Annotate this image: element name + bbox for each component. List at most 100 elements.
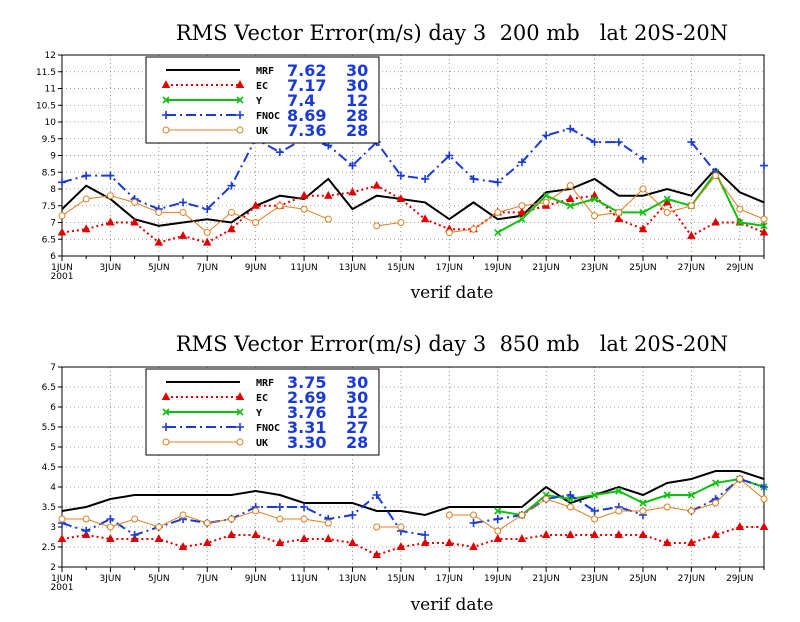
data-point (470, 225, 478, 233)
data-point (276, 515, 284, 523)
data-point (712, 499, 720, 507)
data-point (615, 208, 623, 216)
data-point (58, 515, 66, 523)
legend-item-y: Y 7.4 12 (162, 91, 368, 110)
data-point (154, 534, 164, 542)
legend-name: MRF (256, 66, 274, 77)
y-tick-label: 9.5 (42, 135, 56, 145)
data-point (687, 491, 695, 499)
data-point (236, 438, 244, 446)
series-uk (58, 475, 768, 535)
data-point (518, 215, 526, 223)
data-point (591, 212, 599, 220)
legend-count: 28 (346, 121, 368, 140)
y-tick-label: 7 (50, 363, 56, 373)
data-point (203, 519, 211, 527)
chart-850mb: RMS Vector Error(m/s) day 3 850 mb lat 2… (42, 332, 769, 615)
data-point (372, 550, 381, 558)
chart-title: RMS Vector Error(m/s) day 3 850 mb lat 2… (176, 332, 728, 356)
data-point (469, 542, 478, 550)
x-tick-label: 29JUN (726, 574, 753, 584)
data-point (82, 195, 90, 203)
data-point (57, 534, 67, 542)
legend-name: EC (256, 81, 268, 92)
y-tick-label: 4 (50, 483, 56, 493)
data-point (421, 174, 430, 183)
data-point (155, 208, 163, 216)
legend-item-ec: EC 7.17 30 (161, 76, 368, 95)
data-point (735, 522, 745, 530)
y-tick-label: 8.5 (42, 168, 56, 178)
legend-name: FNOC (256, 423, 280, 434)
x-tick-label: 2001 (51, 272, 74, 282)
data-point (179, 511, 187, 519)
series-line (61, 493, 426, 537)
data-point (130, 217, 139, 226)
data-point (324, 534, 333, 542)
data-point (82, 527, 91, 535)
data-point (760, 483, 768, 491)
legend-value: 3.30 (287, 433, 326, 452)
x-tick-label: 9JUN (245, 574, 267, 584)
data-point (663, 491, 671, 499)
data-point (590, 138, 599, 147)
data-point (397, 219, 405, 226)
x-tick-label: 5JUN (148, 574, 170, 584)
data-point (566, 530, 575, 538)
x-tick-label: 19JUN (484, 574, 511, 584)
data-point (760, 161, 768, 170)
legend: MRF 3.75 30 EC 2.69 30 Y 3.76 12 FNOC 3.31 27 UK 3.30… (145, 368, 380, 456)
data-point (590, 507, 599, 515)
data-point (470, 511, 478, 519)
data-point (614, 138, 623, 147)
data-point (663, 195, 671, 203)
x-tick-label: 25JUN (629, 263, 656, 273)
data-point (57, 227, 67, 236)
data-point (275, 503, 284, 511)
data-point (227, 530, 236, 538)
data-point (591, 515, 599, 523)
series-uk (58, 172, 768, 237)
data-point (227, 224, 236, 233)
y-tick-label: 10 (45, 118, 57, 128)
data-point (760, 215, 768, 223)
data-point (299, 190, 309, 199)
x-tick-label: 7JUN (196, 574, 218, 584)
data-point (276, 202, 284, 210)
data-point (396, 542, 406, 550)
x-tick-label: 25JUN (629, 574, 656, 584)
data-point (420, 538, 430, 546)
data-point (712, 172, 720, 180)
data-point (566, 503, 574, 511)
data-point (162, 408, 170, 416)
data-point (235, 80, 245, 88)
data-point (759, 522, 769, 530)
y-tick-label: 2.5 (42, 543, 56, 553)
data-point (687, 202, 695, 210)
data-point (162, 423, 170, 431)
y-tick-label: 5 (50, 443, 56, 453)
data-point (252, 219, 260, 226)
data-point (759, 227, 769, 236)
x-tick-label: 11JUN (290, 263, 317, 273)
x-tick-label: 3JUN (100, 263, 122, 273)
x-tick-label: 9JUN (245, 263, 267, 273)
x-tick-label: 23JUN (581, 263, 608, 273)
legend-count: 30 (346, 388, 368, 407)
data-point (275, 538, 285, 546)
data-point (154, 237, 164, 246)
legend-name: MRF (256, 378, 274, 389)
data-point (420, 214, 430, 223)
data-point (445, 229, 453, 237)
x-tick-label: 29JUN (726, 263, 753, 273)
x-tick-label: 13JUN (339, 574, 366, 584)
data-point (638, 530, 648, 538)
data-point (687, 231, 696, 239)
legend-count: 28 (346, 433, 368, 452)
y-tick-label: 3 (50, 523, 56, 533)
y-tick-label: 11 (45, 85, 56, 95)
data-point (711, 530, 720, 538)
x-tick-label: 19JUN (484, 263, 511, 273)
series-line (690, 141, 717, 173)
